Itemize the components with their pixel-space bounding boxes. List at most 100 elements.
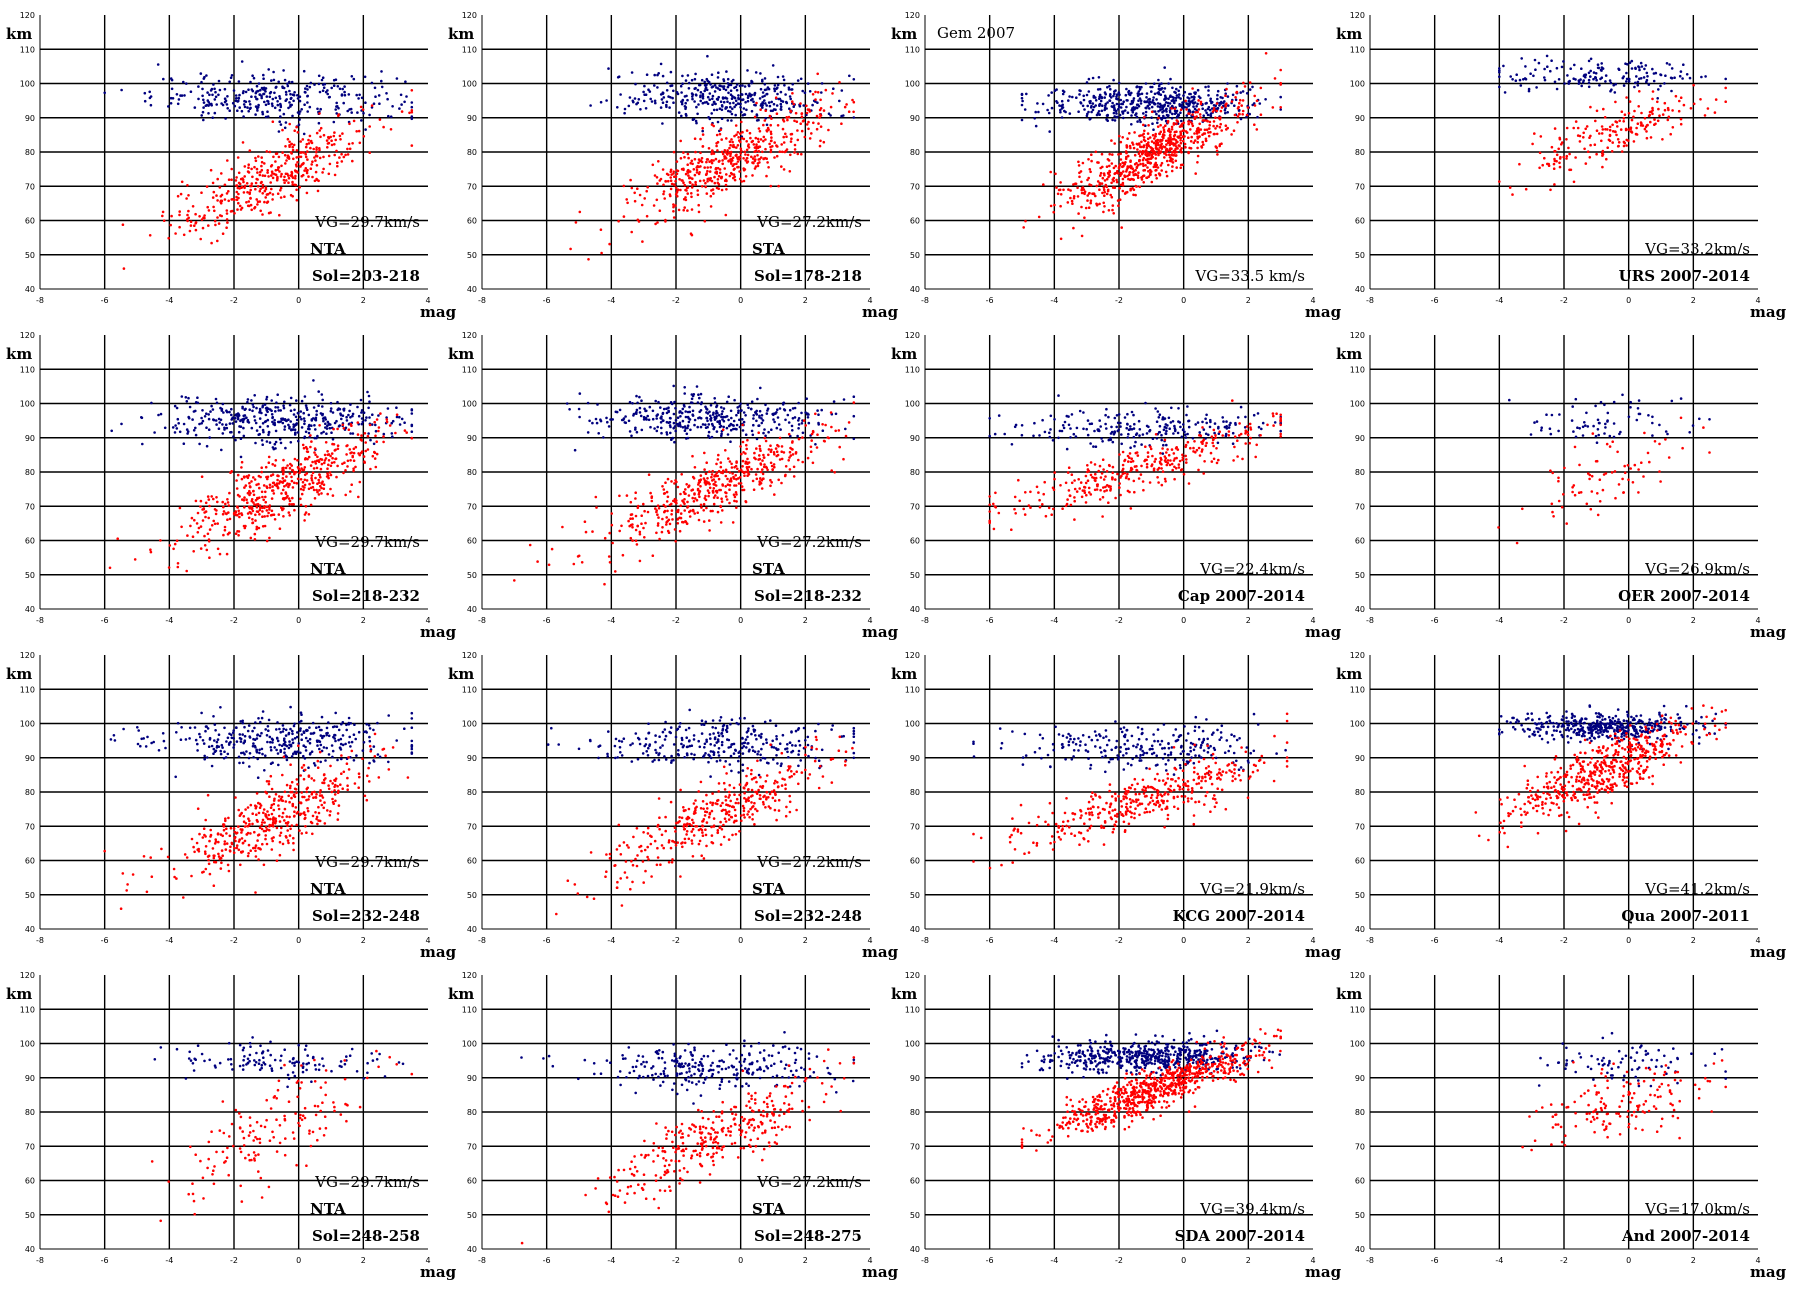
data-point bbox=[1117, 166, 1121, 170]
x-tick-label: -4 bbox=[1050, 296, 1058, 305]
data-point bbox=[775, 154, 779, 158]
data-point bbox=[741, 418, 744, 421]
data-point bbox=[1156, 102, 1160, 105]
data-point bbox=[1264, 98, 1267, 101]
data-point bbox=[704, 472, 708, 476]
data-point bbox=[710, 422, 714, 426]
data-point bbox=[742, 168, 746, 172]
data-point bbox=[1164, 116, 1167, 120]
data-point bbox=[261, 192, 265, 195]
data-point bbox=[807, 120, 810, 124]
data-point bbox=[213, 87, 216, 91]
y-tick-label: 40 bbox=[25, 285, 35, 294]
data-point bbox=[382, 435, 385, 438]
data-point bbox=[1101, 191, 1104, 195]
data-point bbox=[1072, 195, 1076, 198]
data-point bbox=[1100, 182, 1104, 185]
data-point bbox=[781, 127, 785, 131]
data-point bbox=[1595, 109, 1599, 113]
x-axis-label: mag bbox=[862, 623, 899, 641]
data-point bbox=[1156, 125, 1160, 128]
data-point bbox=[1253, 123, 1256, 126]
data-point bbox=[338, 87, 342, 91]
data-point bbox=[225, 212, 229, 215]
data-point bbox=[1588, 156, 1592, 159]
data-point bbox=[276, 177, 279, 180]
data-point bbox=[1190, 135, 1193, 139]
data-point bbox=[760, 414, 764, 417]
data-point bbox=[653, 73, 656, 77]
data-point bbox=[256, 178, 259, 181]
data-point bbox=[378, 102, 381, 105]
data-point bbox=[656, 182, 659, 185]
data-point bbox=[303, 395, 307, 398]
annotation: STA bbox=[752, 240, 785, 258]
data-point bbox=[300, 492, 304, 496]
data-point bbox=[1127, 89, 1131, 93]
data-point bbox=[149, 550, 153, 554]
data-point bbox=[333, 143, 336, 146]
data-point bbox=[1625, 144, 1628, 147]
data-point bbox=[1656, 97, 1659, 100]
data-point bbox=[744, 101, 747, 104]
data-point bbox=[1159, 116, 1163, 120]
data-point bbox=[167, 105, 170, 108]
data-point bbox=[1215, 132, 1219, 136]
data-point bbox=[626, 201, 629, 205]
data-point bbox=[1549, 188, 1552, 192]
data-point bbox=[1157, 114, 1161, 118]
data-point bbox=[707, 494, 710, 498]
data-point bbox=[278, 108, 282, 112]
data-point bbox=[788, 107, 791, 110]
data-point bbox=[237, 430, 241, 434]
data-point bbox=[684, 106, 688, 109]
data-point bbox=[649, 97, 652, 101]
data-point bbox=[237, 509, 240, 513]
data-point bbox=[227, 190, 230, 193]
data-point bbox=[296, 477, 300, 481]
data-point bbox=[302, 411, 306, 415]
data-point bbox=[730, 112, 734, 116]
data-point bbox=[1168, 129, 1171, 133]
data-point bbox=[578, 392, 582, 395]
data-point bbox=[673, 528, 677, 531]
data-point bbox=[785, 101, 789, 105]
data-point bbox=[1197, 108, 1201, 111]
data-point bbox=[296, 431, 300, 434]
data-point bbox=[697, 518, 701, 522]
data-point bbox=[750, 407, 753, 411]
data-point bbox=[634, 428, 637, 431]
data-point bbox=[1160, 87, 1164, 90]
data-point bbox=[1172, 134, 1176, 138]
data-point bbox=[569, 247, 572, 251]
data-point bbox=[291, 93, 295, 96]
data-point bbox=[1081, 161, 1085, 165]
data-point bbox=[1192, 105, 1195, 108]
data-point bbox=[284, 446, 287, 450]
data-point bbox=[754, 165, 758, 168]
data-point bbox=[716, 98, 720, 101]
data-point bbox=[178, 225, 181, 229]
data-point bbox=[1188, 112, 1191, 115]
data-point bbox=[725, 188, 728, 191]
data-point bbox=[210, 495, 213, 498]
data-point bbox=[289, 462, 292, 466]
data-point bbox=[264, 413, 268, 417]
data-point bbox=[266, 514, 269, 518]
data-point bbox=[807, 127, 810, 131]
data-point bbox=[247, 505, 251, 509]
data-point bbox=[288, 80, 291, 84]
data-point bbox=[296, 94, 299, 97]
data-point bbox=[1115, 102, 1119, 106]
data-point bbox=[618, 408, 622, 412]
data-point bbox=[330, 139, 333, 142]
data-point bbox=[1139, 102, 1143, 105]
data-point bbox=[253, 478, 257, 481]
data-point bbox=[1569, 168, 1573, 172]
data-point bbox=[225, 103, 229, 106]
data-point bbox=[1553, 183, 1556, 186]
data-point bbox=[1623, 113, 1627, 116]
data-point bbox=[644, 107, 648, 110]
data-point bbox=[330, 86, 334, 90]
data-point bbox=[724, 183, 728, 187]
